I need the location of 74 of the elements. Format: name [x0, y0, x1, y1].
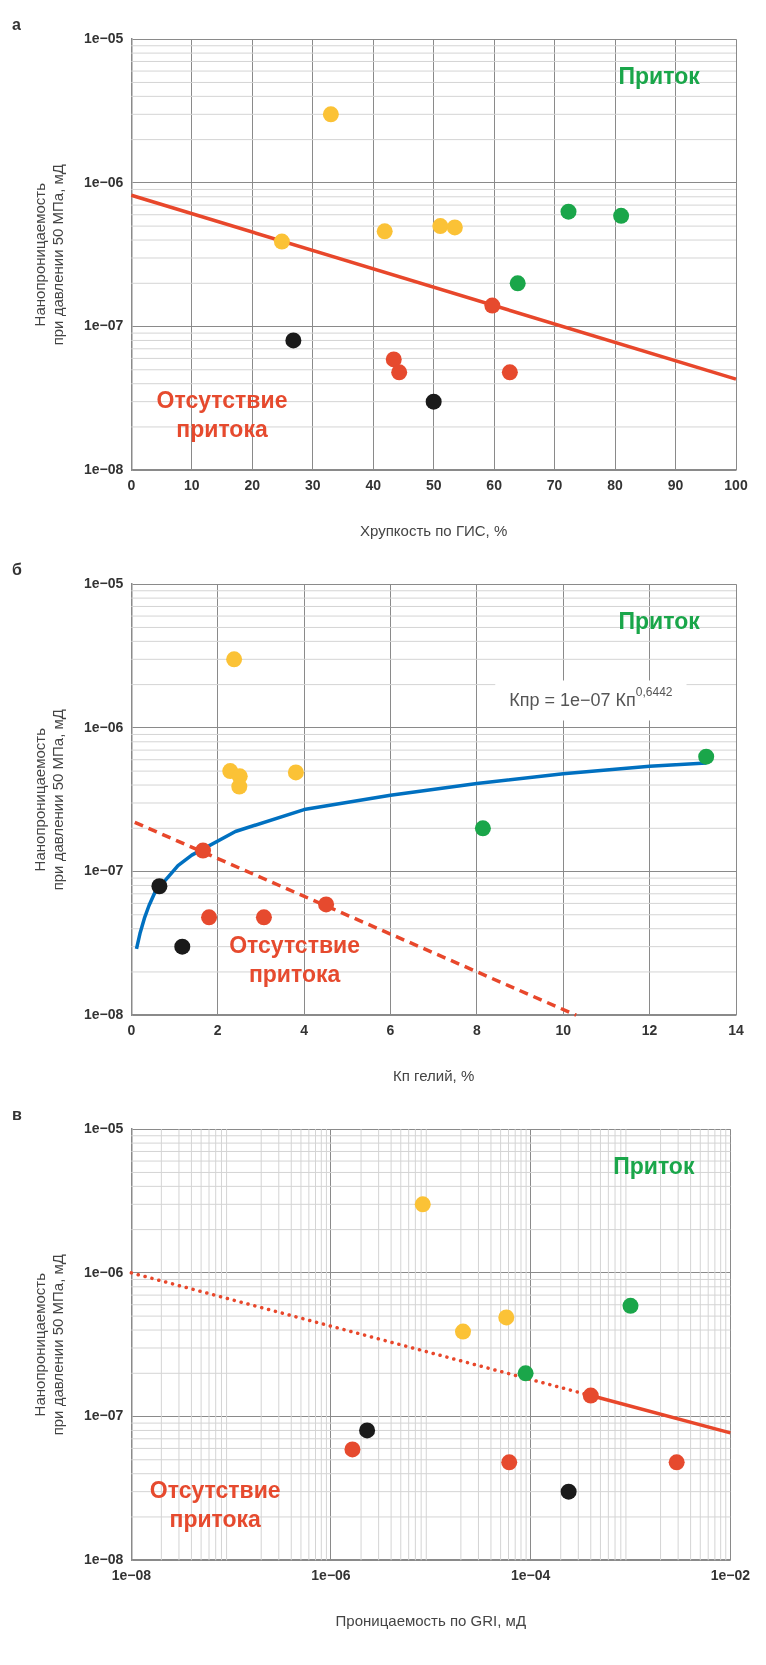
x-axis-title: Кп гелий, %	[393, 1067, 475, 1085]
point	[501, 364, 518, 381]
point	[376, 223, 393, 240]
x-tick-label: 10	[555, 1022, 572, 1039]
point	[474, 820, 491, 837]
x-tick-label: 4	[300, 1022, 309, 1039]
point	[560, 203, 577, 220]
chart-title: а	[12, 16, 21, 34]
y-axis-title: Нанопроницаемость при давлении 50 МПа, мД	[31, 1254, 67, 1436]
point	[698, 748, 715, 765]
point	[151, 878, 168, 895]
point	[201, 909, 218, 926]
point	[255, 909, 272, 926]
annotation: Приток	[613, 1153, 695, 1180]
x-tick-label: 8	[472, 1022, 481, 1039]
x-tick-label: 50	[425, 477, 442, 494]
point	[446, 219, 463, 236]
y-tick-label: 1e−08	[83, 461, 124, 478]
x-tick-label: 1e−04	[511, 1567, 551, 1584]
point	[613, 207, 630, 224]
annotation: Приток	[618, 608, 701, 635]
point	[425, 393, 442, 410]
x-tick-label: 1e−06	[311, 1567, 351, 1584]
x-axis-title: Хрупкость по ГИС, %	[360, 522, 508, 540]
x-axis-title: Проницаемость по GRI, мД	[335, 1612, 527, 1630]
y-tick-label: 1e−07	[83, 317, 124, 334]
point	[287, 764, 304, 781]
y-axis-title: Нанопроницаемость при давлении 50 МПа, мД	[31, 709, 67, 891]
x-tick-label: 90	[667, 477, 684, 494]
x-tick-label: 14	[728, 1022, 744, 1039]
point	[273, 233, 290, 250]
point	[322, 106, 339, 123]
x-tick-label: 80	[607, 477, 624, 494]
y-axis-title: Нанопроницаемость при давлении 50 МПа, мД	[31, 164, 67, 346]
chart-title: б	[12, 561, 22, 579]
point	[195, 842, 212, 859]
x-tick-label: 100	[724, 477, 748, 494]
y-tick-label: 1e−07	[83, 1407, 124, 1424]
chart-title: в	[12, 1106, 22, 1124]
annotation: Приток	[618, 63, 701, 90]
y-tick-label: 1e−06	[83, 1263, 124, 1280]
x-tick-label: 40	[365, 477, 382, 494]
y-tick-label: 1e−07	[83, 862, 124, 879]
x-tick-label: 0	[127, 1022, 136, 1039]
point	[484, 297, 501, 314]
annotation: Отсутствие притока	[149, 1476, 281, 1532]
x-tick-label: 2	[213, 1022, 222, 1039]
point	[226, 651, 243, 668]
x-tick-label: 6	[386, 1022, 395, 1039]
point	[509, 275, 526, 292]
point	[174, 938, 191, 955]
x-tick-label: 20	[244, 477, 261, 494]
x-tick-label: 12	[641, 1022, 658, 1039]
point	[318, 896, 335, 913]
point	[391, 364, 408, 381]
annotation: Отсутствие притока	[229, 931, 360, 987]
y-tick-label: 1e−08	[83, 1551, 124, 1568]
y-tick-label: 1e−05	[83, 575, 124, 592]
x-tick-label: 0	[127, 477, 136, 494]
y-tick-label: 1e−05	[83, 1120, 124, 1137]
x-tick-label: 60	[486, 477, 503, 494]
point	[285, 332, 302, 349]
x-tick-label: 1e−02	[710, 1567, 751, 1584]
y-tick-label: 1e−08	[83, 1006, 124, 1023]
x-tick-label: 1e−08	[111, 1567, 152, 1584]
x-tick-label: 70	[546, 477, 563, 494]
x-tick-label: 30	[304, 477, 321, 494]
y-tick-label: 1e−05	[83, 30, 124, 47]
annotation: Отсутствие притока	[156, 386, 288, 442]
point	[432, 218, 449, 235]
point	[385, 351, 402, 368]
y-tick-label: 1e−06	[83, 718, 124, 735]
y-tick-label: 1e−06	[83, 173, 124, 190]
x-tick-label: 10	[184, 477, 200, 494]
